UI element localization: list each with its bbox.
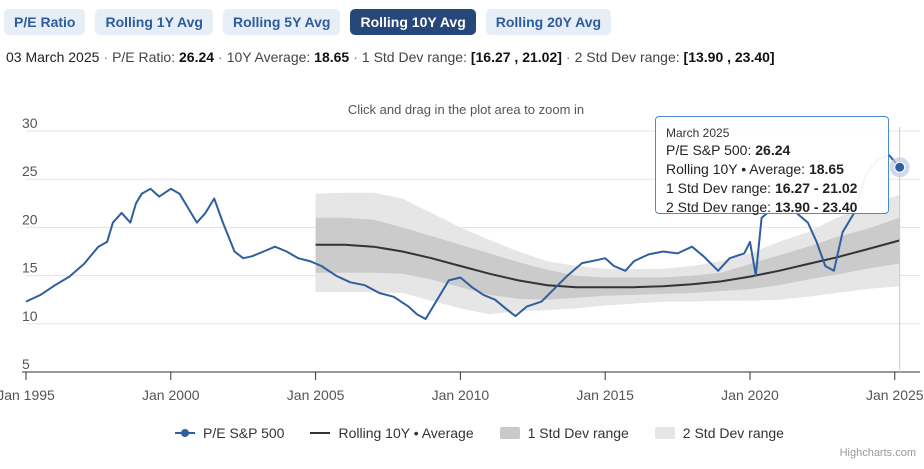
summary-avg-label: 10Y Average: [226,49,311,65]
legend-avg-label: Rolling 10Y • Average [338,425,474,441]
summary-date: 03 March 2025 [6,49,100,65]
x-tick-label: Jan 2025 [866,387,924,403]
tooltip-std1-value: 16.27 - 21.02 [774,180,858,196]
band-swatch-icon [654,427,675,439]
legend-item-pe[interactable]: P/E S&P 500 [175,425,284,441]
legend-item-std1[interactable]: 1 Std Dev range [499,425,629,441]
tooltip-pe-label: P/E S&P 500: [666,142,756,158]
band-swatch-icon [499,427,520,439]
tab-pe-ratio[interactable]: P/E Ratio [4,9,86,35]
tab-rolling-1y[interactable]: Rolling 1Y Avg [95,9,213,35]
summary-std1-label: 1 Std Dev range: [361,49,467,65]
x-tick-label: Jan 2015 [576,387,634,403]
tooltip-pe-value: 26.24 [755,142,791,158]
y-tick-label: 30 [22,115,38,131]
separator: · [565,49,571,65]
y-tick-label: 15 [22,260,38,276]
summary-std2-label: 2 Std Dev range: [574,49,680,65]
summary-std2-value: [13.90 , 23.40] [683,49,775,65]
y-tick-label: 25 [22,163,38,179]
separator: · [218,49,223,65]
summary-bar: 03 March 2025 · P/E Ratio: 26.24 · 10Y Avera… [6,49,775,65]
legend-std2-label: 2 Std Dev range [682,425,784,441]
y-tick-label: 10 [22,308,38,324]
range-tab-bar: P/E Ratio Rolling 1Y Avg Rolling 5Y Avg … [4,9,612,35]
zoom-hint: Click and drag in the plot area to zoom … [348,102,584,117]
line-dot-icon [175,427,195,439]
legend-item-std2[interactable]: 2 Std Dev range [654,425,784,441]
tooltip-avg-row: Rolling 10Y • Average: 18.65 [666,160,878,179]
summary-pe-label: P/E Ratio: [112,49,176,65]
chart-legend: P/E S&P 500 Rolling 10Y • Average 1 Std … [175,425,784,441]
tab-rolling-10y[interactable]: Rolling 10Y Avg [350,9,476,35]
tooltip-std1-label: 1 Std Dev range: [666,180,775,196]
tooltip-date: March 2025 [666,126,730,140]
credits-link[interactable]: Highcharts.com [839,447,916,459]
tab-rolling-20y[interactable]: Rolling 20Y Avg [485,9,612,35]
x-tick-label: Jan 1995 [0,387,55,403]
tooltip-std2-row: 2 Std Dev range: 13.90 - 23.40 [666,198,878,217]
x-tick-label: Jan 2000 [142,387,200,403]
summary-pe-value: 26.24 [179,49,215,65]
hover-point[interactable] [894,161,906,173]
x-tick-label: Jan 2010 [432,387,490,403]
tab-rolling-5y[interactable]: Rolling 5Y Avg [222,9,341,35]
x-tick-label: Jan 2020 [721,387,779,403]
separator: · [353,49,358,65]
tooltip-avg-value: 18.65 [808,161,844,177]
tooltip-std2-value: 13.90 - 23.40 [774,199,858,215]
tooltip-pe-row: P/E S&P 500: 26.24 [666,141,878,160]
tooltip-std1-row: 1 Std Dev range: 16.27 - 21.02 [666,179,878,198]
rolling-average-line[interactable] [315,239,900,289]
legend-pe-label: P/E S&P 500 [203,425,285,441]
line-icon [310,427,331,439]
legend-std1-label: 1 Std Dev range [527,425,629,441]
tooltip-std2-label: 2 Std Dev range: [666,199,775,215]
summary-std1-value: [16.27 , 21.02] [470,49,562,65]
tooltip-avg-label: Rolling 10Y • Average: [666,161,809,177]
chart-tooltip: March 2025 P/E S&P 500: 26.24 Rolling 10… [655,116,889,217]
legend-item-avg[interactable]: Rolling 10Y • Average [310,425,474,441]
pe-line[interactable] [25,154,901,320]
y-tick-label: 20 [22,211,38,227]
y-tick-label: 5 [22,356,30,372]
summary-avg-value: 18.65 [314,49,350,65]
x-tick-label: Jan 2005 [287,387,345,403]
separator: · [103,49,109,65]
